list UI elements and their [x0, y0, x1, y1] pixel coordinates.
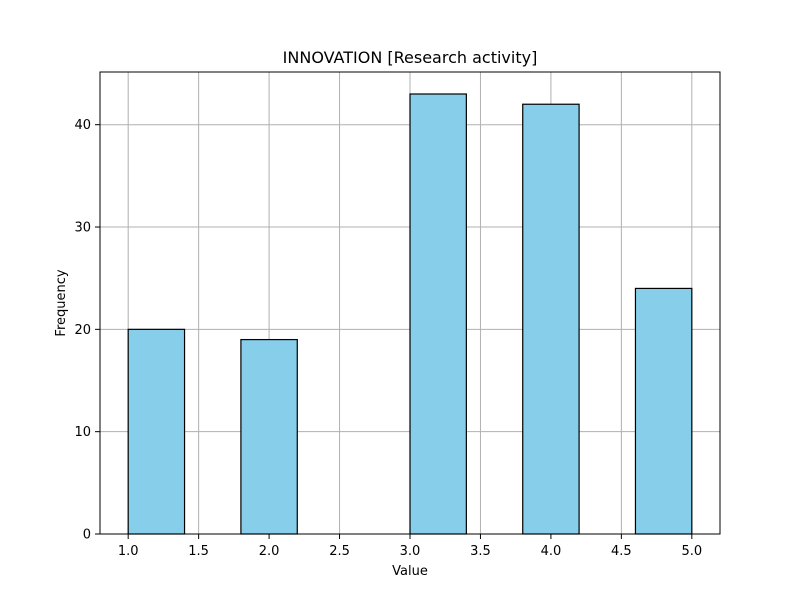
- x-axis-ticks: 1.0 1.5 2.0 2.5 3.0 3.5 4.0 4.5 5.0: [118, 534, 702, 559]
- histogram-bar: [409, 93, 467, 535]
- x-tick-label: 2.5: [329, 544, 350, 559]
- y-tick-label: 40: [74, 118, 91, 133]
- y-axis-label: Frequency: [54, 269, 69, 336]
- bars: [127, 93, 693, 535]
- y-tick-label: 30: [74, 221, 91, 236]
- chart-title: INNOVATION [Research activity]: [283, 48, 538, 67]
- x-tick-label: 3.5: [470, 544, 491, 559]
- histogram-bar: [240, 338, 298, 535]
- x-tick-label: 4.0: [541, 544, 562, 559]
- histogram-bar: [634, 287, 693, 535]
- x-tick-label: 1.0: [118, 544, 139, 559]
- histogram-bar: [522, 103, 580, 535]
- x-tick-label: 2.0: [259, 544, 280, 559]
- y-axis-ticks: 0 10 20 30 40: [74, 118, 100, 543]
- y-tick-label: 0: [83, 528, 91, 543]
- y-tick-label: 10: [74, 425, 91, 440]
- histogram-bar: [127, 328, 186, 535]
- x-tick-label: 1.5: [188, 544, 209, 559]
- x-tick-label: 3.0: [400, 544, 421, 559]
- y-tick-label: 20: [74, 323, 91, 338]
- x-axis-label: Value: [392, 564, 428, 579]
- x-tick-label: 5.0: [681, 544, 702, 559]
- x-tick-label: 4.5: [611, 544, 632, 559]
